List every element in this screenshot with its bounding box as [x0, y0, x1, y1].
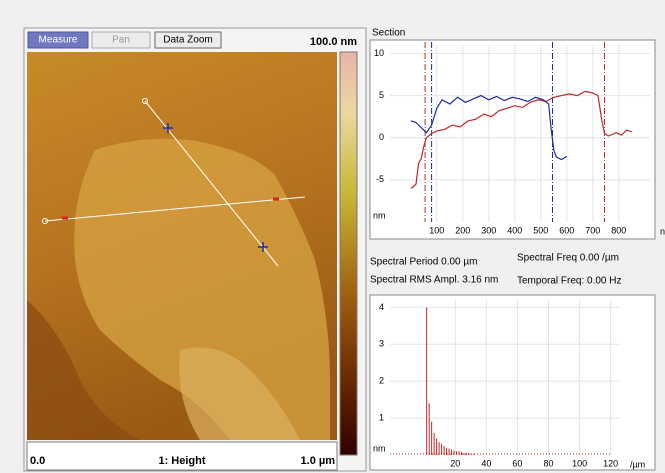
scale-max: 100.0 nm	[310, 36, 357, 48]
y-tick-label: 0	[379, 132, 384, 142]
y-unit: nm	[373, 210, 386, 220]
pan-label[interactable]: Pan	[112, 35, 130, 46]
pan-button[interactable]	[91, 31, 151, 49]
y-tick-label: 10	[374, 48, 384, 58]
x-tick-label: 400	[507, 225, 522, 235]
y-tick-label: -5	[376, 174, 384, 184]
x-tick-label: 20	[450, 458, 460, 468]
afm-image	[27, 52, 337, 440]
x-tick-label: 800	[611, 225, 626, 235]
section-line	[410, 90, 632, 189]
x-end: 1.0 µm	[301, 455, 336, 467]
data-zoom-label[interactable]: Data Zoom	[163, 35, 212, 46]
x-tick-label: 200	[455, 225, 470, 235]
x-tick-label: 120	[603, 458, 618, 468]
x-tick-label: 100	[572, 458, 587, 468]
temporal-freq: Temporal Freq: 0.00 Hz	[517, 276, 622, 287]
x-start: 0.0	[30, 455, 45, 467]
x-tick-label: 300	[481, 225, 496, 235]
measure-label[interactable]: Measure	[39, 35, 78, 46]
section-line	[410, 94, 568, 161]
x-tick-label: 60	[512, 458, 522, 468]
x-unit: /µm	[630, 459, 645, 469]
x-tick-label: 700	[585, 225, 600, 235]
image-footer	[26, 441, 338, 471]
y-tick-label: 3	[379, 339, 384, 349]
y-tick-label: 1	[379, 412, 384, 422]
section-title: Section	[372, 28, 405, 39]
data-zoom-button[interactable]	[154, 31, 222, 49]
section-plot	[369, 39, 656, 240]
y-unit: nm	[373, 443, 386, 453]
color-bar	[339, 51, 358, 456]
measure-button[interactable]	[27, 31, 89, 49]
channel: 1: Height	[158, 455, 205, 467]
y-tick-label: 2	[379, 376, 384, 386]
y-tick-label: 5	[379, 90, 384, 100]
y-tick-label: 4	[379, 302, 384, 312]
spectral-period: Spectral Period 0.00 µm	[370, 257, 477, 268]
x-tick-label: 500	[533, 225, 548, 235]
x-tick-label: 100	[429, 225, 444, 235]
spectral-freq: Spectral Freq 0.00 /µm	[517, 253, 619, 264]
x-tick-label: 40	[481, 458, 491, 468]
spectral-rms: Spectral RMS Ampl. 3.16 nm	[370, 275, 498, 286]
x-unit: nm	[660, 226, 665, 236]
x-tick-label: 600	[559, 225, 574, 235]
spectrum-plot	[369, 294, 656, 471]
x-tick-label: 80	[544, 458, 554, 468]
